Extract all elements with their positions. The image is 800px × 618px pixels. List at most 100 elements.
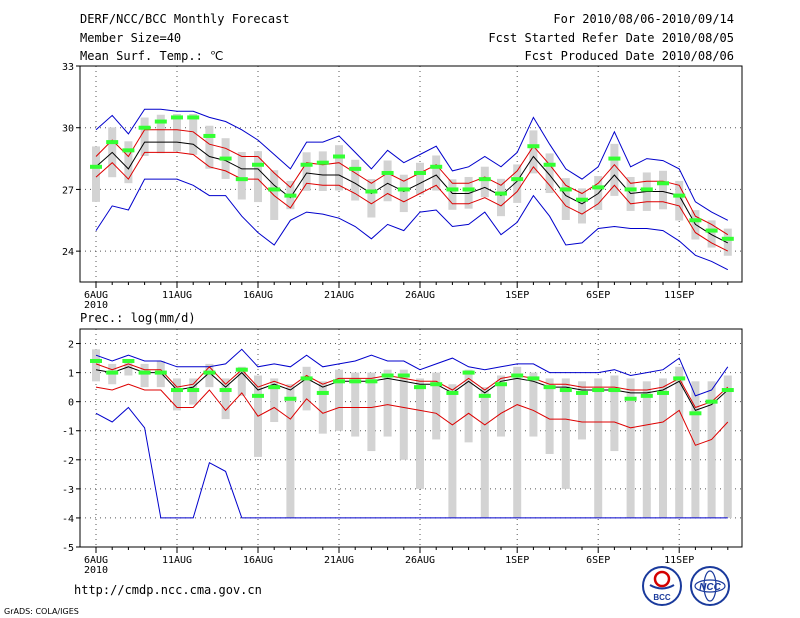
ytick-label: 0 xyxy=(68,398,74,409)
std-upper-line xyxy=(95,129,729,236)
median-marker xyxy=(90,358,102,363)
box-bar xyxy=(707,220,716,248)
median-marker xyxy=(122,148,135,153)
median-marker xyxy=(430,382,443,387)
median-marker xyxy=(495,382,507,387)
prec-panel-title: Prec.: log(mm/d) xyxy=(80,311,196,325)
box-bar xyxy=(140,117,149,156)
box-bar xyxy=(545,153,554,194)
median-marker xyxy=(187,388,200,393)
box-bar xyxy=(399,174,408,213)
box-bar xyxy=(399,369,408,460)
median-marker xyxy=(252,162,264,167)
xtick-label: 11AUG xyxy=(162,555,192,566)
ytick-label: -5 xyxy=(62,543,74,554)
box-bar xyxy=(578,188,586,224)
xtick-label: 16AUG xyxy=(243,555,273,566)
median-marker xyxy=(721,388,734,393)
box-bar xyxy=(237,366,246,396)
ytick-label: -2 xyxy=(62,456,74,467)
median-marker xyxy=(381,373,394,378)
median-marker xyxy=(608,156,621,161)
box-bar xyxy=(448,179,457,210)
chart-title: DERF/NCC/BCC Monthly Forecast xyxy=(80,12,290,26)
std-lower-line xyxy=(95,383,729,446)
member-size: Member Size=40 xyxy=(80,31,181,45)
xtick-label: 6AUG xyxy=(84,555,108,566)
median-marker xyxy=(187,115,200,120)
ytick-label: 27 xyxy=(62,185,74,196)
mean-line xyxy=(95,366,729,412)
box-bar xyxy=(351,372,360,437)
footer-url[interactable]: http://cmdp.ncc.cma.gov.cn xyxy=(74,583,262,597)
median-marker xyxy=(446,187,459,192)
median-marker xyxy=(527,144,540,149)
box-bar xyxy=(335,369,343,431)
box-bar xyxy=(318,381,327,434)
plot-frame xyxy=(79,328,743,548)
box-bar xyxy=(92,349,100,382)
ytick-label: -4 xyxy=(62,514,74,525)
xtick-label: 26AUG xyxy=(405,555,435,566)
median-marker xyxy=(106,370,119,375)
max-line xyxy=(95,108,729,221)
median-marker xyxy=(90,164,102,169)
ytick-label: 1 xyxy=(68,369,74,380)
median-marker xyxy=(122,358,135,363)
box-bar xyxy=(254,151,262,203)
box-bar xyxy=(529,130,538,174)
median-marker xyxy=(592,388,605,393)
xtick-label: 11SEP xyxy=(664,290,694,301)
median-marker xyxy=(414,385,426,390)
box-bar xyxy=(416,162,424,195)
ytick-label: -1 xyxy=(62,427,74,438)
box-bar xyxy=(659,170,667,210)
box-bar xyxy=(270,378,279,423)
median-marker xyxy=(203,133,216,138)
median-marker xyxy=(316,160,329,165)
ncc-logo-text: NCC xyxy=(699,582,721,593)
box-bar xyxy=(513,366,522,518)
grads-credit: GrADS: COLA/IGES xyxy=(4,607,79,616)
box-bar xyxy=(675,366,684,518)
median-marker xyxy=(138,370,151,375)
box-bar xyxy=(237,151,246,200)
median-marker xyxy=(559,187,572,192)
median-marker xyxy=(657,181,669,186)
box-bar xyxy=(205,363,214,388)
box-bar xyxy=(626,378,635,518)
box-bar xyxy=(707,381,716,518)
produced-date: Fcst Produced Date 2010/08/06 xyxy=(524,49,734,63)
median-marker xyxy=(397,187,410,192)
box-bar xyxy=(723,228,732,256)
box-bar xyxy=(318,151,327,191)
median-marker xyxy=(705,228,718,233)
xtick-label: 21AUG xyxy=(324,555,354,566)
xtick-sublabel: 2010 xyxy=(84,565,108,576)
median-marker xyxy=(106,140,119,145)
median-marker xyxy=(689,411,702,416)
median-marker xyxy=(203,370,216,375)
box-bar xyxy=(173,114,181,152)
ytick-label: 30 xyxy=(62,124,74,135)
xtick-label: 1SEP xyxy=(505,555,529,566)
box-bar xyxy=(335,145,343,191)
box-bar xyxy=(189,114,198,155)
median-marker xyxy=(171,388,183,393)
box-bar xyxy=(561,178,570,220)
box-bar xyxy=(464,176,473,209)
box-bar xyxy=(124,141,133,184)
median-marker xyxy=(349,166,362,171)
box-bar xyxy=(513,164,522,203)
box-bar xyxy=(480,166,489,198)
median-marker xyxy=(252,393,264,398)
std-upper-line xyxy=(95,363,729,409)
median-marker xyxy=(284,193,297,198)
median-marker xyxy=(705,399,718,404)
xtick-label: 11AUG xyxy=(162,290,192,301)
median-marker xyxy=(624,187,637,192)
median-marker xyxy=(268,385,281,390)
median-marker xyxy=(397,373,410,378)
box-bar xyxy=(416,378,424,489)
box-bar xyxy=(302,366,311,411)
